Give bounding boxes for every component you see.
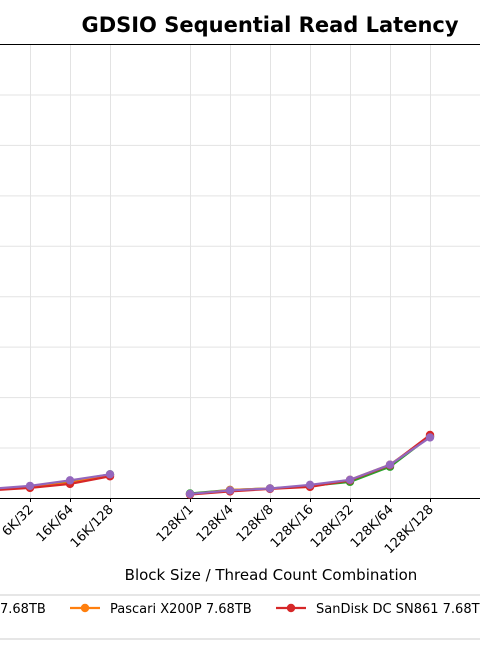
- x-tick-label: 128K/16: [268, 502, 317, 551]
- legend-frame: [0, 594, 480, 640]
- series-lines: [0, 430, 435, 499]
- data-point: [385, 460, 395, 469]
- x-tick-label: 128K/1: [154, 502, 197, 545]
- x-tick-label: 16K/128: [68, 502, 117, 551]
- legend-swatch-marker: [286, 603, 296, 613]
- legend-item: SanDisk DC SN861 7.68TB: [276, 602, 480, 617]
- legend-label: SanDisk DC SN861 7.68TB: [316, 602, 480, 617]
- x-axis-label: Block Size / Thread Count Combination: [125, 566, 418, 584]
- gridlines: [0, 44, 480, 499]
- legend-item: Pascari X200P 7.68TB: [70, 602, 252, 617]
- data-point: [225, 486, 235, 495]
- series-3: [0, 433, 435, 499]
- x-tick-label: 6K/32: [0, 502, 37, 539]
- series-line: [0, 473, 111, 490]
- series-0: [0, 432, 435, 498]
- legend-swatch-marker: [80, 603, 90, 613]
- legend-label: 7.68TB: [0, 602, 46, 617]
- data-point: [305, 480, 315, 490]
- legend-label: Pascari X200P 7.68TB: [110, 602, 252, 617]
- data-point: [185, 489, 195, 499]
- legend: 7.68TB Pascari X200P 7.68TB SanDisk DC SN8…: [0, 594, 480, 640]
- series-line: [0, 475, 111, 491]
- series-1: [0, 432, 435, 499]
- data-point: [265, 484, 275, 493]
- legend-item: 7.68TB: [0, 602, 46, 617]
- x-tick-label: 128K/4: [194, 502, 237, 545]
- data-point: [345, 475, 355, 485]
- chart-title: GDSIO Sequential Read Latency: [81, 13, 458, 37]
- x-tick-label: 128K/32: [308, 502, 357, 551]
- data-point: [65, 476, 75, 485]
- data-point: [25, 481, 35, 491]
- data-point: [425, 433, 435, 442]
- axes: [0, 44, 480, 502]
- data-point: [105, 470, 115, 479]
